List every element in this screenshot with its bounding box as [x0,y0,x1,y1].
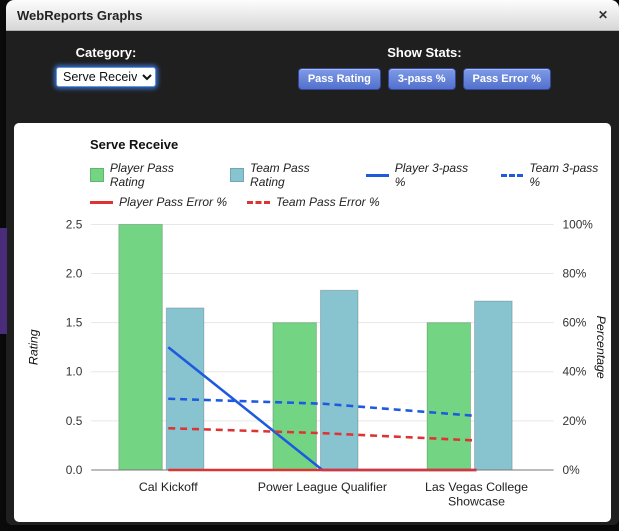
legend-item: Team Pass Rating [230,161,346,189]
legend-swatch-box [90,168,104,182]
svg-text:Percentage: Percentage [594,316,608,379]
pass-rating-button[interactable]: Pass Rating [297,68,381,90]
legend-swatch-line [500,173,524,177]
legend-label: Team Pass Error % [276,195,380,209]
svg-text:80%: 80% [562,267,586,281]
chart-legend: Player Pass Rating Team Pass Rating Player… [90,161,611,209]
show-stats-label: Show Stats: [387,45,462,60]
dialog-titlebar: WebReports Graphs ✕ [6,0,619,31]
svg-text:Showcase: Showcase [448,495,505,509]
webreports-graphs-dialog: WebReports Graphs ✕ Category: Serve Rece… [6,0,619,525]
three-pass-button[interactable]: 3-pass % [387,68,456,90]
dialog-title: WebReports Graphs [17,7,143,23]
legend-label: Player Pass Rating [109,161,174,189]
svg-text:40%: 40% [562,365,586,379]
pass-error-button[interactable]: Pass Error % [462,68,551,90]
svg-text:0.0: 0.0 [66,463,83,477]
svg-text:1.0: 1.0 [66,365,83,379]
chart-panel: Serve Receive Player Pass Rating Team Pas… [14,123,611,522]
category-select[interactable]: Serve Receive [56,67,156,87]
svg-text:60%: 60% [562,316,586,330]
svg-text:Las Vegas College: Las Vegas College [425,480,528,494]
category-label: Category: [75,45,137,60]
svg-text:2.0: 2.0 [66,267,83,281]
category-labels: Cal Kickoff Power League Qualifier Las Veg… [139,480,528,509]
legend-swatch-box [230,168,245,182]
lines-group [167,346,477,472]
legend-item: Player Pass Rating [90,161,210,189]
chart-svg: 0.0 0.5 1.0 1.5 2.0 2.5 0% 20% 40% 60% 80% 100% Cal … [27,217,608,509]
svg-text:2.5: 2.5 [66,217,83,231]
toolbar: Category: Serve Receive Show Stats: Pass… [14,39,611,123]
svg-text:20%: 20% [562,414,586,428]
legend-item: Team Pass Error % [247,195,380,209]
dialog-body: Category: Serve Receive Show Stats: Pass… [6,31,619,525]
legend-swatch-line [366,173,389,177]
chart-title: Serve Receive [90,137,179,152]
legend-label: Player Pass Error % [119,195,228,209]
show-stats-group: Show Stats: Pass Rating 3-pass % Pass Er… [297,45,551,90]
legend-item: Team 3-pass % [500,161,611,189]
svg-text:0.5: 0.5 [66,414,83,428]
svg-text:Rating: Rating [27,329,41,365]
svg-text:Cal Kickoff: Cal Kickoff [139,480,198,494]
background-accent [0,228,7,334]
close-icon[interactable]: ✕ [597,8,608,22]
svg-text:Power League Qualifier: Power League Qualifier [258,480,387,494]
legend-label: Team Pass Rating [250,161,310,189]
legend-item: Player Pass Error % [90,195,227,209]
legend-swatch-line [90,200,113,204]
legend-label: Team 3-pass % [529,161,599,189]
legend-row: Player Pass Rating Team Pass Rating Player… [90,161,611,189]
show-stats-buttons: Pass Rating 3-pass % Pass Error % [297,68,551,90]
legend-item: Player 3-pass % [366,161,481,189]
legend-label: Player 3-pass % [394,161,469,189]
svg-text:1.5: 1.5 [66,316,83,330]
legend-row: Player Pass Error % Team Pass Error % [90,195,611,209]
category-group: Category: Serve Receive [56,45,156,87]
svg-text:100%: 100% [562,217,593,231]
legend-swatch-line [247,200,271,204]
bars-group [118,223,513,471]
svg-text:0%: 0% [562,463,580,477]
